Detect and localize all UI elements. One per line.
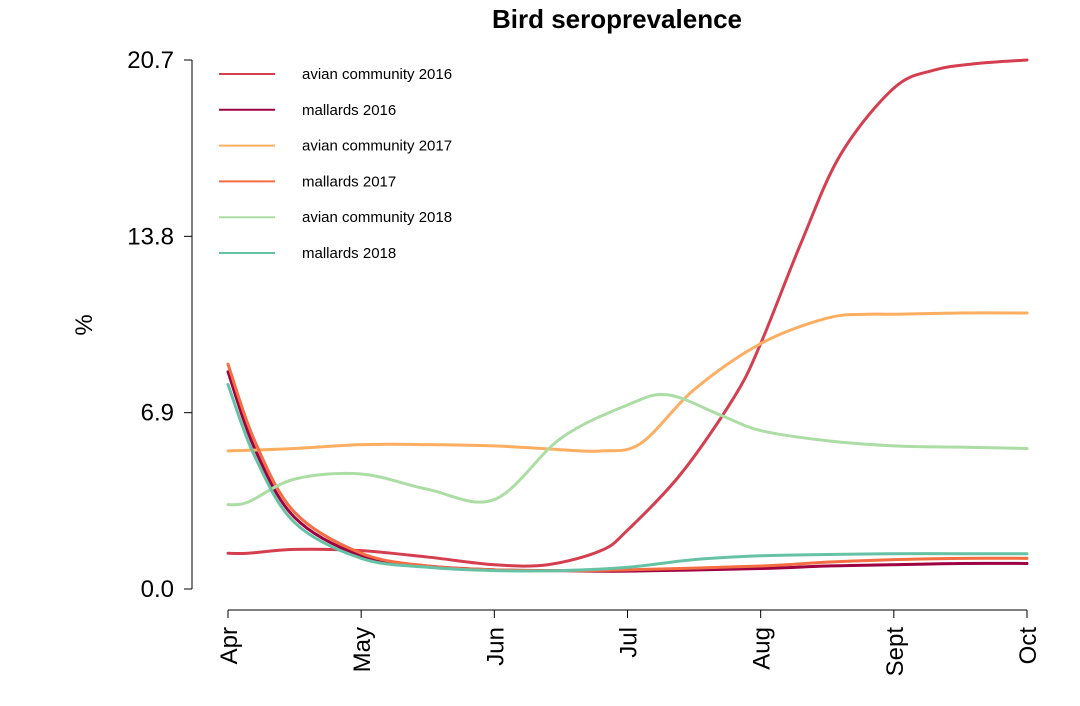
legend-label-mallards-2016: mallards 2016 bbox=[302, 102, 396, 119]
y-tick-label: 20.7 bbox=[127, 47, 174, 74]
x-tick-label: Jun bbox=[482, 627, 509, 666]
series-line-avian-community-2016 bbox=[226, 58, 1029, 568]
series-line-mallards-2018 bbox=[226, 383, 1029, 573]
x-tick-label: Oct bbox=[1015, 627, 1042, 665]
x-tick-label: Jul bbox=[616, 627, 643, 658]
y-axis-label: % bbox=[71, 314, 98, 335]
series-line-avian-community-2018 bbox=[226, 392, 1029, 507]
legend-label-avian-community-2018: avian community 2018 bbox=[302, 209, 452, 226]
series-line-mallards-2016 bbox=[226, 370, 1029, 573]
x-tick-label: Aug bbox=[749, 627, 776, 670]
y-tick-label: 6.9 bbox=[141, 400, 174, 427]
x-tick-label: Sept bbox=[882, 627, 909, 677]
legend-label-mallards-2018: mallards 2018 bbox=[302, 245, 396, 262]
y-tick-label: 13.8 bbox=[127, 223, 174, 250]
legend-label-avian-community-2017: avian community 2017 bbox=[302, 138, 452, 155]
plot-area bbox=[226, 58, 1029, 573]
y-tick-label: 0.0 bbox=[141, 576, 174, 603]
series-line-mallards-2017 bbox=[226, 362, 1029, 573]
legend: avian community 2016 mallards 2016 avian c… bbox=[219, 66, 452, 262]
x-tick-label: Apr bbox=[216, 627, 243, 664]
series-line-avian-community-2017 bbox=[226, 311, 1029, 453]
axes: 0.0 6.9 13.8 20.7 Apr May Jun Jul Aug Sept Oct bbox=[127, 47, 1042, 676]
chart-title: Bird seroprevalence bbox=[492, 4, 742, 34]
x-tick-label: May bbox=[349, 627, 376, 672]
legend-label-mallards-2017: mallards 2017 bbox=[302, 173, 396, 190]
legend-label-avian-community-2016: avian community 2016 bbox=[302, 66, 452, 83]
